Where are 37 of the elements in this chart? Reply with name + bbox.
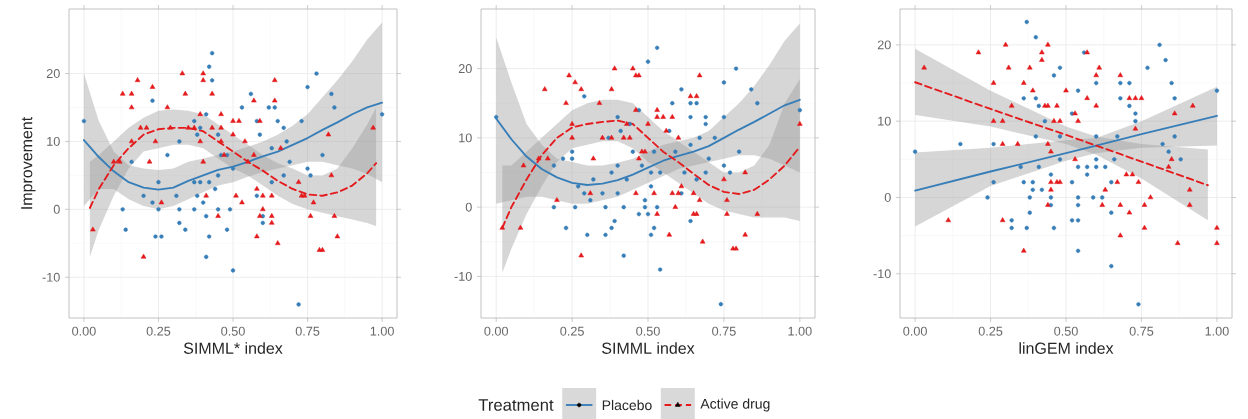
- x-tick-label: 0.25: [146, 326, 171, 336]
- legend-label: Active drug: [700, 398, 770, 412]
- y-tick-label: 10: [878, 116, 891, 126]
- y-tick-label: 20: [458, 64, 472, 74]
- x-tick-label: 0.00: [72, 326, 96, 336]
- x-tick-label: 0.75: [712, 326, 736, 336]
- x-axis-title: SIMML index: [602, 342, 695, 354]
- y-tick-label: -10: [873, 269, 891, 279]
- y-tick-label: 10: [47, 136, 60, 146]
- x-tick-label: 0.00: [903, 326, 927, 336]
- x-tick-label: 1.00: [788, 326, 812, 336]
- line-series: [88, 126, 378, 209]
- x-tick-label: 0.25: [560, 326, 584, 336]
- x-tick-label: 0.25: [978, 326, 1003, 336]
- x-tick-label: 0.50: [1054, 326, 1078, 336]
- y-axis-title: Improvement: [21, 116, 36, 209]
- x-tick-label: 0.50: [636, 326, 660, 336]
- legend-title: Treatment: [478, 399, 554, 411]
- x-tick-label: 0.75: [1129, 326, 1154, 336]
- y-tick-label: 0: [53, 204, 60, 214]
- line-series: [914, 114, 1218, 192]
- y-tick-label: -10: [42, 272, 60, 282]
- x-tick-label: 0.00: [484, 326, 509, 336]
- x-tick-label: 1.00: [1205, 326, 1229, 336]
- x-axis-title: linGEM index: [1019, 342, 1114, 354]
- y-tick-label: 20: [877, 40, 891, 50]
- y-tick-label: 0: [884, 192, 891, 202]
- line-series: [914, 81, 1209, 187]
- x-tick-label: 0.75: [295, 326, 320, 336]
- y-tick-label: 0: [465, 202, 472, 212]
- x-tick-label: 1.00: [370, 326, 394, 336]
- y-tick-label: 10: [459, 133, 472, 143]
- y-tick-label: -10: [454, 271, 472, 281]
- x-axis-title: SIMML* index: [183, 342, 283, 354]
- y-tick-label: 20: [46, 69, 60, 78]
- x-tick-label: 0.50: [221, 326, 245, 336]
- legend-label: Placebo: [602, 399, 652, 411]
